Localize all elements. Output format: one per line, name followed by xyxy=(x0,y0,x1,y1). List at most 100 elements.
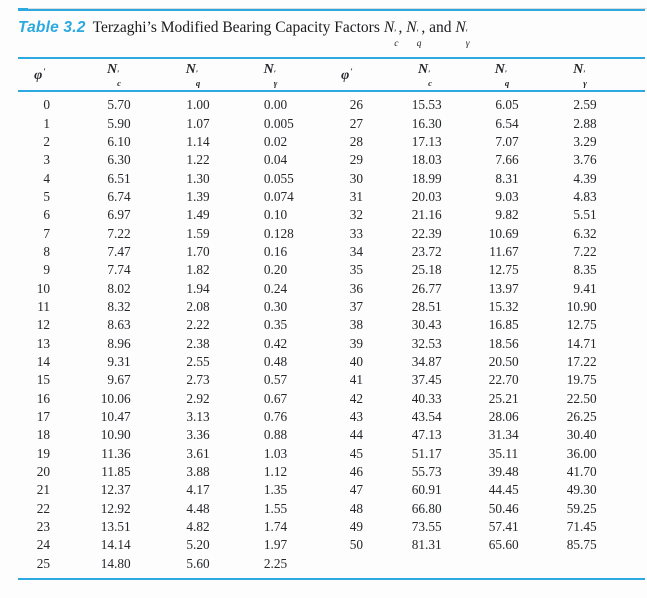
cell-Nc: 9.67 xyxy=(107,372,131,388)
cell-Ngamma: 26.25 xyxy=(566,409,597,425)
title-factor-symbols: N ′ c, N ′ q, and N ′ γ xyxy=(383,19,470,50)
cell-phi: 32 xyxy=(349,207,363,223)
table-row: 18 10.90 3.36 0.88 44 47.13 31.34 30.40 xyxy=(18,426,645,444)
cell-Nq: 31.34 xyxy=(488,427,519,443)
cell-Ngamma: 0.76 xyxy=(263,409,288,425)
cell-Ngamma: 0.128 xyxy=(263,225,294,241)
cell-Nc: 55.73 xyxy=(411,464,442,480)
table-row: 14 9.31 2.55 0.48 40 34.87 20.50 17.22 xyxy=(18,353,645,371)
cell-Nc: 10.06 xyxy=(100,390,131,406)
cell-Nq: 9.03 xyxy=(495,188,519,204)
cell-phi: 12 xyxy=(36,317,50,333)
cell-phi: 5 xyxy=(43,188,50,204)
cell-Nc: 17.13 xyxy=(411,133,442,149)
cell-phi: 22 xyxy=(36,500,50,516)
column-header-Nq: N ′ q xyxy=(154,62,232,88)
cell-Ngamma: 1.55 xyxy=(263,500,288,516)
table-row: 2 6.10 1.14 0.02 28 17.13 7.07 3.29 xyxy=(18,133,645,151)
cell-phi: 7 xyxy=(43,225,50,241)
cell-Nc: 12.92 xyxy=(100,500,131,516)
cell-Nq: 16.85 xyxy=(488,317,519,333)
cell-Nc: 10.47 xyxy=(100,409,131,425)
scan-edge-artifact xyxy=(28,8,647,9)
cell-phi: 39 xyxy=(349,335,363,351)
cell-Nq: 6.05 xyxy=(495,97,519,113)
cell-phi: 16 xyxy=(36,390,50,406)
cell-Ngamma: 4.39 xyxy=(573,170,597,186)
cell-Ngamma: 17.22 xyxy=(566,354,597,369)
cell-phi: 23 xyxy=(36,519,50,535)
cell-phi: 1 xyxy=(43,115,50,131)
table-row: 21 12.37 4.17 1.35 47 60.91 44.45 49.30 xyxy=(18,481,645,499)
table-row: 4 6.51 1.30 0.055 30 18.99 8.31 4.39 xyxy=(18,170,645,188)
table-row: 22 12.92 4.48 1.55 48 66.80 50.46 59.25 xyxy=(18,500,645,518)
cell-Nc: 21.16 xyxy=(411,207,442,223)
cell-Nc: 25.18 xyxy=(411,262,442,278)
cell-Nc: 13.51 xyxy=(100,519,131,535)
cell-Nq: 5.60 xyxy=(186,555,210,571)
cell-phi: 24 xyxy=(36,537,50,553)
cell-Ngamma: 12.75 xyxy=(566,317,597,333)
cell-Ngamma: 2.25 xyxy=(263,555,288,571)
table-row: 3 6.30 1.22 0.04 29 18.03 7.66 3.76 xyxy=(18,151,645,169)
cell-Ngamma: 1.74 xyxy=(263,519,288,535)
table-row: 17 10.47 3.13 0.76 43 43.54 28.06 26.25 xyxy=(18,408,645,426)
table-row: 8 7.47 1.70 0.16 34 23.72 11.67 7.22 xyxy=(18,243,645,261)
cell-phi: 46 xyxy=(349,464,363,480)
cell-Nc: 60.91 xyxy=(411,482,442,498)
cell-phi: 0 xyxy=(43,97,50,113)
cell-Nc: 14.80 xyxy=(100,555,131,571)
cell-Ngamma: 6.32 xyxy=(573,225,597,241)
cell-Ngamma: 0.00 xyxy=(263,97,288,113)
cell-Nc: 18.99 xyxy=(411,170,442,186)
cell-Nc: 30.43 xyxy=(411,317,442,333)
math-symbol: N ′ c xyxy=(107,61,121,88)
table-row: 15 9.67 2.73 0.57 41 37.45 22.70 19.75 xyxy=(18,371,645,389)
cell-Nc: 9.31 xyxy=(107,354,131,369)
cell-Nc: 16.30 xyxy=(411,115,442,131)
column-header-Nc: N ′ c xyxy=(387,62,463,88)
title-divider-rule xyxy=(18,57,645,60)
table-row: 24 14.14 5.20 1.97 50 81.31 65.60 85.75 xyxy=(18,536,645,554)
cell-Ngamma: 3.29 xyxy=(573,133,597,149)
table-title-text: Terzaghi’s Modified Bearing Capacity Fac… xyxy=(92,19,380,36)
cell-Ngamma: 22.50 xyxy=(566,390,597,406)
cell-Nc: 6.10 xyxy=(107,133,131,149)
bottom-rule xyxy=(18,578,645,581)
column-header-Ngamma: N ′ γ xyxy=(541,62,619,88)
math-symbol: N ′ q xyxy=(406,19,422,50)
table-row: 7 7.22 1.59 0.128 33 22.39 10.69 6.32 xyxy=(18,225,645,243)
cell-Nq: 5.20 xyxy=(186,537,210,553)
cell-Nq: 44.45 xyxy=(488,482,519,498)
cell-Ngamma: 8.35 xyxy=(573,262,597,278)
table-row: 13 8.96 2.38 0.42 39 32.53 18.56 14.71 xyxy=(18,335,645,353)
cell-Nq: 1.39 xyxy=(186,188,210,204)
cell-Nq: 2.73 xyxy=(186,372,210,388)
cell-Nq: 12.75 xyxy=(488,262,519,278)
cell-Nc: 12.37 xyxy=(100,482,131,498)
cell-Nc: 6.30 xyxy=(107,152,131,168)
cell-Nc: 81.31 xyxy=(411,537,442,553)
cell-Ngamma: 0.20 xyxy=(263,262,288,278)
math-symbol: N ′ γ xyxy=(573,61,587,88)
cell-Nq: 3.88 xyxy=(186,464,210,480)
cell-Nq: 1.59 xyxy=(186,225,210,241)
math-symbol: N ′ c xyxy=(418,61,432,88)
table-body: 0 5.70 1.00 0.00 26 15.53 6.05 2.59 1 5.90 1.07 0.0… xyxy=(18,92,645,578)
table-row: 23 13.51 4.82 1.74 49 73.55 57.41 71.45 xyxy=(18,518,645,536)
cell-phi: 47 xyxy=(349,482,363,498)
cell-Nq: 39.48 xyxy=(488,464,519,480)
cell-phi: 49 xyxy=(349,519,363,535)
cell-Nc: 6.74 xyxy=(107,188,131,204)
table-title: Table 3.2 Terzaghi’s Modified Bearing Cap… xyxy=(18,11,645,57)
cell-Nq: 57.41 xyxy=(488,519,519,535)
cell-Nc: 32.53 xyxy=(411,335,442,351)
table-row: 5 6.74 1.39 0.074 31 20.03 9.03 4.83 xyxy=(18,188,645,206)
cell-phi: 33 xyxy=(349,225,363,241)
cell-phi: 14 xyxy=(36,354,50,369)
cell-Nc: 10.90 xyxy=(100,427,131,443)
cell-Ngamma: 85.75 xyxy=(566,537,597,553)
cell-Nc: 34.87 xyxy=(411,354,442,369)
cell-phi: 50 xyxy=(349,537,363,553)
cell-Nq: 22.70 xyxy=(488,372,519,388)
